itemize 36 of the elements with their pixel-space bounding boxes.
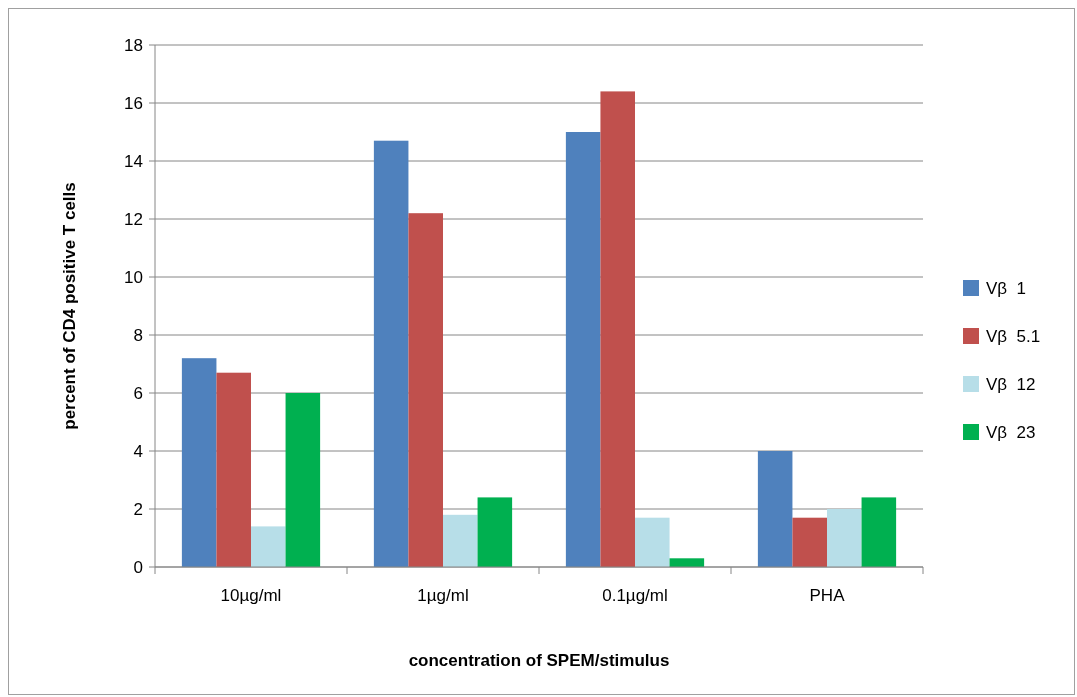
legend-label: Vβ 23 — [986, 422, 1036, 442]
bar — [408, 213, 443, 567]
x-axis-title: concentration of SPEM/stimulus — [408, 651, 670, 670]
x-tick-label: 0.1µg/ml — [602, 586, 668, 605]
bar — [285, 393, 321, 567]
y-tick-label: 18 — [124, 35, 143, 55]
y-tick-label: 8 — [133, 325, 143, 345]
y-axis-title: percent of CD4 positive T cells — [60, 182, 79, 430]
x-tick-label: 10µg/ml — [220, 586, 282, 605]
bar — [477, 497, 513, 567]
bar — [861, 497, 897, 567]
y-tick-label: 16 — [124, 93, 143, 113]
legend-label: Vβ 5.1 — [986, 326, 1041, 346]
bar — [373, 140, 409, 567]
legend-label: Vβ 12 — [986, 374, 1036, 394]
bar — [669, 558, 705, 567]
y-tick-label: 12 — [124, 209, 143, 229]
x-tick-label: 1µg/ml — [417, 586, 469, 605]
bar — [181, 358, 217, 567]
legend-label: Vβ 1 — [986, 278, 1027, 298]
bar — [443, 514, 478, 567]
y-tick-label: 6 — [133, 383, 143, 403]
x-tick-label: PHA — [809, 586, 846, 605]
bar — [565, 132, 601, 567]
bar — [600, 91, 635, 567]
y-tick-label: 4 — [133, 441, 143, 461]
bar — [635, 517, 670, 567]
bar — [216, 372, 251, 567]
bar — [827, 509, 862, 567]
bar — [792, 517, 827, 567]
y-tick-label: 0 — [133, 557, 143, 577]
y-tick-label: 2 — [133, 499, 143, 519]
y-tick-label: 10 — [124, 267, 143, 287]
bar — [757, 451, 793, 567]
y-tick-label: 14 — [124, 151, 143, 171]
bar — [251, 526, 286, 567]
